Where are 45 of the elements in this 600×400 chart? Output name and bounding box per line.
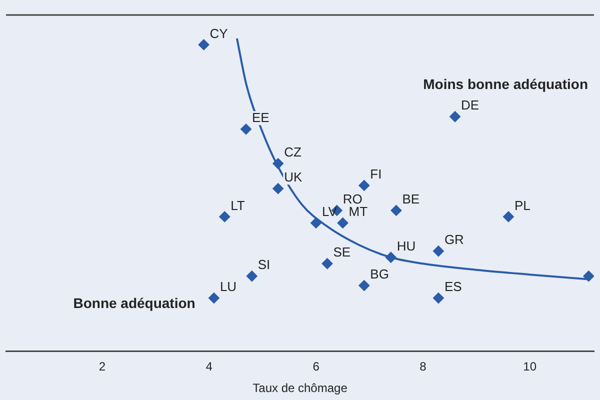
annotation: BG xyxy=(370,266,389,282)
annotation: PL xyxy=(514,198,530,213)
point xyxy=(246,270,258,282)
point xyxy=(322,258,333,270)
annotation: LU xyxy=(220,279,237,294)
x-tick-label: 8 xyxy=(420,360,427,374)
annotation: DE xyxy=(461,98,480,113)
point xyxy=(390,204,402,216)
point xyxy=(502,211,514,222)
annotation: GR xyxy=(444,232,464,248)
point xyxy=(358,280,370,292)
annotation: SE xyxy=(333,244,351,260)
annotation: CY xyxy=(210,26,228,41)
point xyxy=(450,111,461,122)
annotation: BE xyxy=(402,192,420,207)
point xyxy=(310,217,322,228)
point xyxy=(337,217,348,228)
annotation: ES xyxy=(444,279,462,294)
point xyxy=(385,252,396,263)
point xyxy=(272,183,284,194)
point xyxy=(198,39,210,50)
annotation: HU xyxy=(396,238,416,254)
x-axis-title: Taux de chômage xyxy=(252,381,348,396)
point xyxy=(432,292,444,304)
x-tick-label: 6 xyxy=(312,360,320,374)
annotation: MT xyxy=(348,204,368,220)
annotation: Moins bonne adéquation xyxy=(423,76,588,92)
x-tick-label: 4 xyxy=(206,360,213,374)
annotation: EE xyxy=(252,110,270,126)
annotation: Bonne adéquation xyxy=(73,295,196,312)
annotation: UK xyxy=(284,170,302,185)
point xyxy=(432,246,444,257)
point xyxy=(583,270,594,282)
point xyxy=(240,124,252,135)
annotation: CZ xyxy=(284,144,302,160)
point xyxy=(358,180,370,191)
point xyxy=(208,292,220,304)
x-tick-label: 10 xyxy=(523,360,537,374)
x-tick-label: 2 xyxy=(98,360,106,374)
annotation: LT xyxy=(230,198,245,213)
annotation: FI xyxy=(370,166,382,182)
point xyxy=(272,158,284,170)
annotation: SI xyxy=(258,257,270,272)
annotation: RO xyxy=(342,192,362,207)
point xyxy=(219,211,230,222)
